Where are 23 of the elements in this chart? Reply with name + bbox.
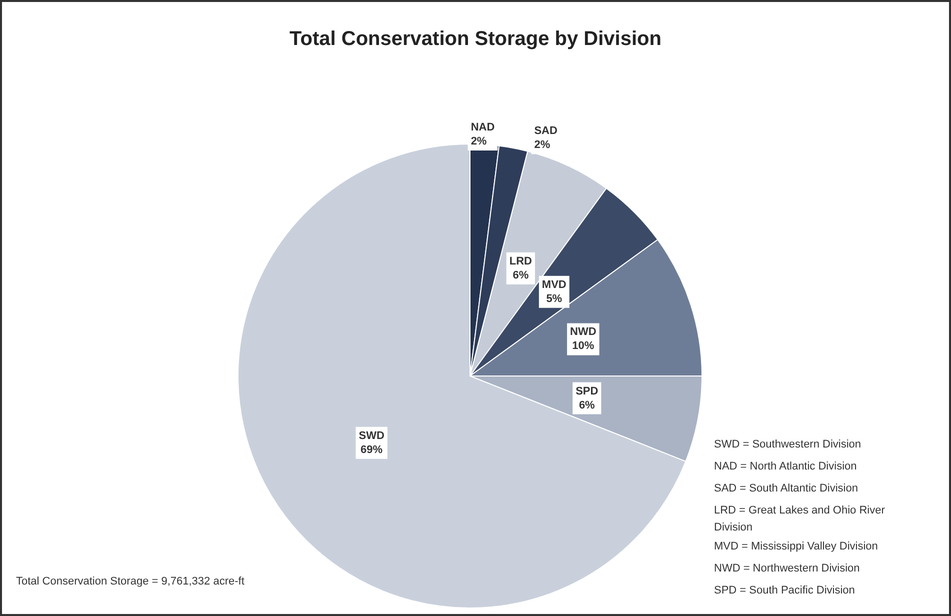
text: NWD = Northwestern Division [714, 562, 860, 574]
data-label: 69% [360, 444, 383, 456]
data-label: 6% [512, 269, 529, 282]
slice-label: SPD [576, 385, 598, 398]
text: SWD = Southwestern Division [714, 438, 862, 450]
data-label: 10% [572, 340, 594, 352]
slice-label: SWD [358, 430, 384, 442]
text: SPD = South Pacific Division [714, 584, 855, 596]
data-label: 6% [578, 399, 596, 412]
data-label: 5% [546, 292, 562, 305]
slice-label: LRD [509, 255, 532, 268]
data-label: 2% [534, 139, 550, 152]
slice-label: SAD [534, 125, 558, 138]
chart-title: Total Conservation Storage by Division [290, 28, 662, 50]
text: Total Conservation Storage = 9,761,332 acre-ft [16, 576, 244, 588]
slice-label: MVD [542, 278, 566, 291]
slice-label: NWD [570, 326, 596, 338]
slice-label: NAD [470, 121, 495, 134]
text: NAD = North Atlantic Division [714, 460, 857, 472]
text: MVD = Mississippi Valley Division [714, 540, 878, 552]
text: SAD = South Altantic Division [714, 482, 858, 494]
data-label: 2% [470, 135, 487, 148]
text: LRD = Great Lakes and Ohio River Division [714, 504, 888, 534]
